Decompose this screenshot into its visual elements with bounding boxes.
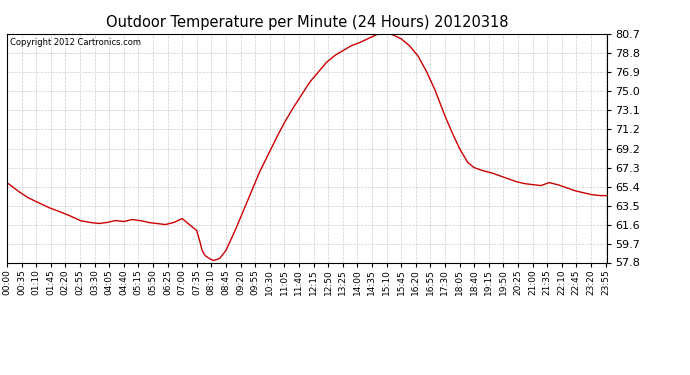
Text: Copyright 2012 Cartronics.com: Copyright 2012 Cartronics.com bbox=[10, 38, 141, 47]
Title: Outdoor Temperature per Minute (24 Hours) 20120318: Outdoor Temperature per Minute (24 Hours… bbox=[106, 15, 509, 30]
